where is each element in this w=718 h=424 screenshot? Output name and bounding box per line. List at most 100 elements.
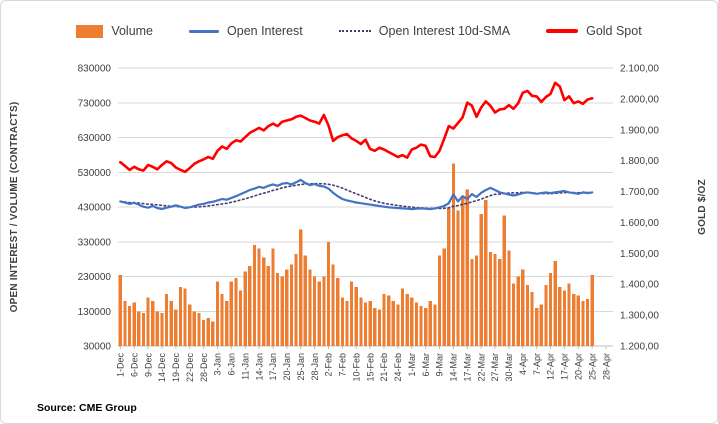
volume-bar <box>322 276 326 346</box>
svg-text:6-Mar: 6-Mar <box>421 353 431 377</box>
svg-text:3-Jan: 3-Jan <box>213 353 223 376</box>
volume-bar <box>553 260 557 346</box>
svg-text:24-Feb: 24-Feb <box>393 353 403 382</box>
svg-text:12-Apr: 12-Apr <box>546 353 556 380</box>
volume-bar <box>419 306 423 346</box>
volume-bar <box>178 286 183 346</box>
svg-text:21-Feb: 21-Feb <box>379 353 389 382</box>
volume-bar <box>359 297 363 346</box>
svg-text:15-Feb: 15-Feb <box>365 353 375 382</box>
svg-text:430000: 430000 <box>78 203 112 214</box>
svg-text:7-Feb: 7-Feb <box>338 353 348 377</box>
svg-text:30000: 30000 <box>83 342 111 353</box>
volume-bar <box>308 269 312 346</box>
volume-bar <box>312 276 317 346</box>
volume-bar <box>155 311 159 346</box>
legend-label-open-interest: Open Interest <box>227 24 303 38</box>
volume-bar <box>146 297 150 346</box>
volume-bar <box>479 213 483 346</box>
svg-text:6-Dec: 6-Dec <box>129 353 139 378</box>
volume-bar <box>192 311 196 346</box>
volume-bar <box>442 248 446 346</box>
svg-text:1.700,00: 1.700,00 <box>620 187 659 198</box>
legend-item-open-interest: Open Interest <box>189 24 303 38</box>
svg-text:14-Mar: 14-Mar <box>449 353 459 382</box>
volume-bar <box>118 274 122 346</box>
volume-bar <box>345 300 349 346</box>
volume-bar <box>590 274 594 346</box>
volume-bar-swatch-icon <box>76 24 104 38</box>
volume-bar <box>160 312 164 346</box>
volume-bar <box>405 293 409 347</box>
volume-bar <box>262 257 266 346</box>
svg-text:28-Dec: 28-Dec <box>199 353 209 383</box>
volume-bar <box>123 300 127 346</box>
open-interest-line <box>119 178 594 211</box>
volume-bar <box>169 300 173 346</box>
svg-text:2-Feb: 2-Feb <box>324 353 334 377</box>
volume-bar <box>248 266 252 346</box>
svg-text:130000: 130000 <box>78 307 112 318</box>
legend-label-open-interest-sma: Open Interest 10d-SMA <box>378 24 511 38</box>
svg-text:17-Apr: 17-Apr <box>560 353 570 380</box>
volume-bar <box>285 269 289 346</box>
svg-text:1.600,00: 1.600,00 <box>620 218 659 229</box>
svg-text:730000: 730000 <box>78 98 112 109</box>
chart-plot-area: 830000 730000 630000 530000 430000 330000 2300… <box>78 64 660 383</box>
volume-bar <box>470 259 474 347</box>
svg-text:1.400,00: 1.400,00 <box>620 280 659 291</box>
volume-bar <box>289 264 294 346</box>
volume-bar <box>581 300 585 346</box>
volume-bar <box>174 309 178 346</box>
volume-bar <box>354 286 358 346</box>
svg-text:9-Dec: 9-Dec <box>143 353 153 378</box>
volume-bar <box>493 253 497 346</box>
volume-bar <box>410 297 414 346</box>
volume-bar <box>488 252 493 346</box>
volume-bar <box>336 278 340 346</box>
svg-text:27-Mar: 27-Mar <box>490 353 500 382</box>
svg-text:28-Jan: 28-Jan <box>310 353 320 381</box>
svg-text:14-Jan: 14-Jan <box>254 353 264 381</box>
volume-bar <box>275 273 280 346</box>
volume-bar <box>215 281 220 346</box>
volume-bar <box>456 210 460 346</box>
svg-text:1-Dec: 1-Dec <box>116 353 126 378</box>
volume-bar <box>317 281 321 346</box>
svg-text:230000: 230000 <box>78 272 112 283</box>
svg-text:630000: 630000 <box>78 133 112 144</box>
volume-bar <box>373 307 377 346</box>
svg-text:1.800,00: 1.800,00 <box>620 156 659 167</box>
volume-bar <box>576 295 580 346</box>
volume-bar <box>558 286 562 346</box>
y-axis-left-title: OPEN INTEREST / VOLUME (CONTRACTS) <box>9 102 20 313</box>
svg-text:10-Feb: 10-Feb <box>351 353 361 382</box>
open-interest-line-swatch-icon <box>189 29 220 33</box>
volume-bar <box>206 318 210 346</box>
volume-bar <box>201 319 206 346</box>
svg-text:1.200,00: 1.200,00 <box>620 342 659 353</box>
volume-bar <box>211 321 215 346</box>
x-axis-labels: 1-Dec 6-Dec 9-Dec 14-Dec 19-Dec 22-Dec 28-Dec 3… <box>116 346 611 383</box>
volume-bar <box>132 302 136 346</box>
volume-bar <box>363 302 368 346</box>
volume-bar <box>530 292 534 346</box>
sma-dotted-line-swatch-icon <box>338 30 371 32</box>
svg-text:11-Jan: 11-Jan <box>240 353 250 380</box>
volume-bar <box>271 248 275 346</box>
svg-text:1.900,00: 1.900,00 <box>620 125 659 136</box>
svg-text:9-Mar: 9-Mar <box>435 353 445 377</box>
volume-bar <box>229 281 233 346</box>
volume-bar <box>451 163 456 346</box>
volume-bar <box>257 248 261 346</box>
svg-text:22-Mar: 22-Mar <box>476 353 486 382</box>
svg-text:1.300,00: 1.300,00 <box>620 311 659 322</box>
source-note: Source: CME Group <box>37 402 137 414</box>
volume-bar <box>461 196 465 346</box>
volume-bar <box>243 271 247 346</box>
volume-bar <box>544 285 548 346</box>
volume-bar <box>414 302 419 346</box>
volume-bar <box>585 299 590 346</box>
volume-bar <box>197 312 201 346</box>
volume-bars <box>118 163 594 347</box>
